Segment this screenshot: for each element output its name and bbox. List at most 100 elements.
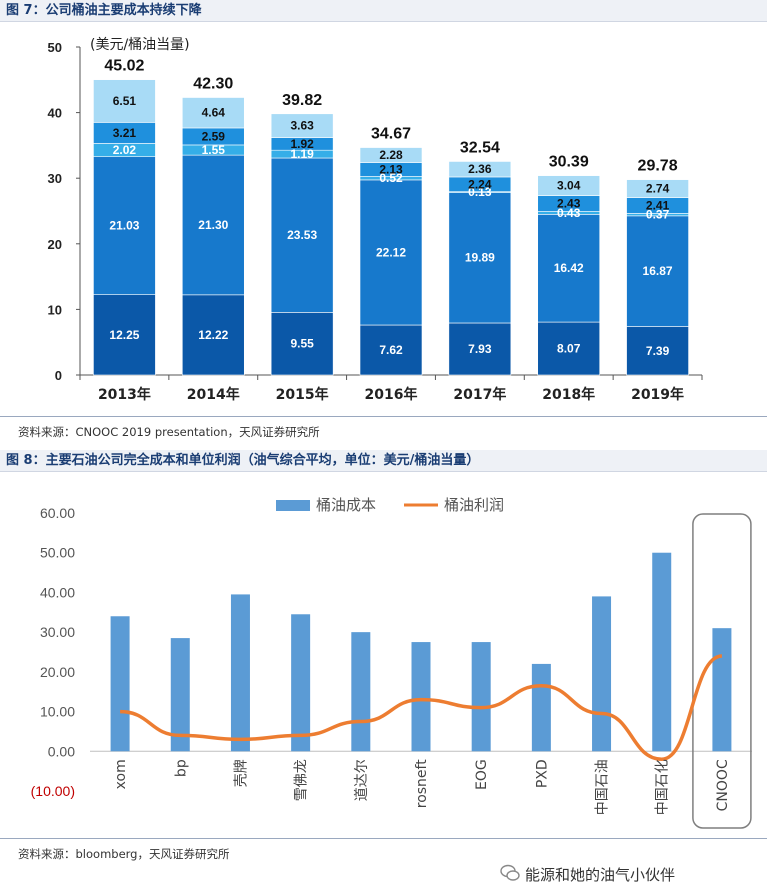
data-label: 2.43 — [557, 197, 581, 211]
data-label: 0.13 — [468, 185, 492, 199]
data-label: 9.55 — [290, 337, 314, 351]
cost-bar — [411, 642, 431, 752]
data-label: 6.51 — [113, 94, 137, 108]
bar-segment — [93, 156, 156, 295]
legend-label: 桶油利润 — [444, 496, 504, 514]
cost-bar — [230, 594, 250, 752]
highlight-box — [692, 513, 752, 829]
y-tick-label: 0 — [55, 368, 62, 383]
y-tick-label: 40.00 — [40, 584, 75, 600]
data-label: 0.52 — [379, 171, 403, 185]
legend-bar-swatch — [276, 500, 310, 511]
wechat-icon — [500, 864, 520, 881]
total-label: 29.78 — [638, 158, 678, 175]
total-label: 39.82 — [282, 92, 322, 109]
bar-segment — [626, 179, 689, 198]
cost-bar — [170, 638, 190, 752]
chart-cost-breakdown: 0 10 20 30 40 50 (美元/桶油当量) 12.25 21.03 2.02 3.21 6.… — [48, 37, 703, 403]
figure-8-title: 图 8：主要石油公司完全成本和单位利润（油气综合平均，单位：美元/桶油当量） — [0, 450, 767, 472]
x-tick-label: xom — [113, 759, 129, 789]
data-label: 4.64 — [202, 106, 226, 120]
cost-bar — [652, 552, 672, 752]
data-label: 3.63 — [290, 119, 314, 133]
data-label: 16.87 — [643, 264, 673, 278]
cost-bar — [592, 596, 612, 752]
divider — [0, 416, 767, 417]
x-tick-label: bp — [173, 759, 189, 777]
data-label: 12.22 — [198, 328, 228, 342]
data-label: 1.55 — [202, 143, 226, 157]
data-label: 2.41 — [646, 199, 670, 213]
data-label: 2.59 — [202, 129, 226, 143]
bar-segment — [537, 321, 601, 376]
data-label: 19.89 — [465, 251, 495, 265]
data-label: 16.42 — [554, 261, 584, 275]
data-label: 23.53 — [287, 228, 317, 242]
total-label: 45.02 — [104, 58, 144, 75]
x-tick-label: 2018年 — [542, 386, 595, 403]
data-label: 0.37 — [646, 208, 670, 222]
data-label: 3.04 — [557, 179, 581, 193]
bar-segment — [537, 175, 601, 196]
data-label: 21.03 — [109, 219, 139, 233]
x-tick-label: PXD — [534, 759, 550, 788]
data-label: 21.30 — [198, 218, 228, 232]
data-label: 8.07 — [557, 342, 581, 356]
chart-cost-profit: (10.00) 0.00 10.00 20.00 30.00 40.00 50.00 60.0… — [31, 496, 752, 829]
bar-segment — [448, 322, 512, 376]
bar-segment — [359, 179, 423, 326]
data-label: 1.19 — [290, 147, 314, 161]
x-tick-label: 壳牌 — [232, 759, 249, 787]
x-tick-label: CNOOC — [715, 759, 731, 811]
cost-bar — [351, 632, 371, 752]
bar-segment — [181, 97, 245, 129]
x-tick-label: 2013年 — [98, 386, 151, 403]
total-label: 34.67 — [371, 126, 411, 143]
y-tick-label: 20.00 — [40, 664, 75, 680]
x-tick-label: 中国石油 — [595, 759, 611, 815]
total-label: 32.54 — [460, 139, 500, 156]
bar-segment — [359, 324, 423, 376]
y-tick-label: 0.00 — [48, 743, 75, 759]
data-label: 3.21 — [113, 126, 137, 140]
data-label: 2.36 — [468, 162, 492, 176]
y-tick-label: (10.00) — [31, 783, 75, 799]
y-tick-label: 30 — [48, 171, 62, 186]
y-tick-label: 10 — [48, 302, 62, 317]
figure-7-title: 图 7：公司桶油主要成本持续下降 — [0, 0, 767, 22]
cost-bar — [110, 616, 130, 752]
y-tick-label: 60.00 — [40, 505, 75, 521]
bar-segment — [181, 154, 245, 296]
bar-segment — [93, 294, 156, 376]
cost-bar — [471, 642, 491, 752]
data-label: 7.93 — [468, 342, 492, 356]
bar-segment — [448, 161, 512, 178]
profit-line — [120, 654, 723, 761]
bar-segment — [93, 79, 156, 123]
x-tick-label: 道达尔 — [354, 759, 370, 801]
legend-label: 桶油成本 — [316, 496, 376, 514]
watermark: 能源和她的油气小伙伴 — [525, 866, 676, 884]
bar-segment — [359, 147, 423, 163]
bar-segment — [626, 326, 689, 376]
data-label: 12.25 — [109, 328, 139, 342]
y-tick-label: 20 — [48, 237, 62, 252]
figure-8-source: 资料来源：bloomberg，天风证券研究所 — [18, 847, 230, 861]
y-tick-label: 30.00 — [40, 624, 75, 640]
data-label: 22.12 — [376, 245, 406, 259]
cost-bar — [531, 663, 551, 752]
x-tick-label: 2015年 — [276, 386, 329, 403]
bar-segment — [626, 215, 689, 327]
total-label: 30.39 — [549, 154, 589, 171]
data-label: 2.13 — [379, 163, 403, 177]
x-tick-label: 2019年 — [631, 386, 684, 403]
y-tick-label: 50.00 — [40, 545, 75, 561]
bar-segment — [448, 192, 512, 324]
data-label: 1.92 — [290, 137, 314, 151]
x-tick-label: rosneft — [414, 759, 430, 808]
data-label: 7.62 — [379, 343, 403, 357]
bar-segment — [537, 214, 601, 323]
x-tick-label: EOG — [474, 759, 490, 790]
x-tick-label: 雪佛龙 — [294, 759, 310, 801]
x-tick-label: 2014年 — [187, 386, 240, 403]
